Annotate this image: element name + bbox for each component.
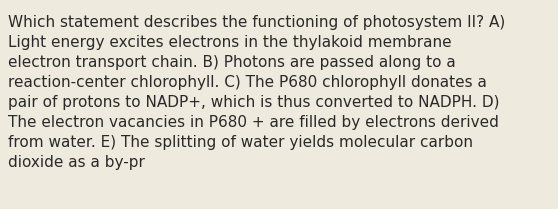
Text: Which statement describes the functioning of photosystem II? A)
Light energy exc: Which statement describes the functionin…	[8, 15, 506, 170]
